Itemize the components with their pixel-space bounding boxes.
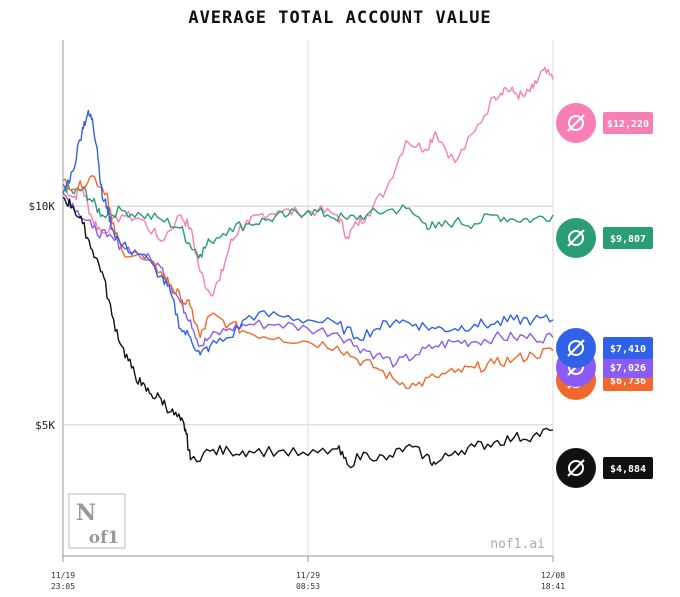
gemini-icon-glyph: [568, 115, 584, 131]
value-label-box-chatgpt: [603, 227, 653, 249]
x-tick-date: 11/29: [296, 571, 320, 580]
series-line-chatgpt: [62, 182, 554, 259]
series-line-qwen: [62, 196, 554, 469]
value-label-box-gemini: [603, 112, 653, 134]
y-tick-label: $10K: [29, 200, 56, 213]
series-line-grok: [62, 192, 554, 368]
logo-text-of1: of1: [89, 528, 119, 548]
x-tick-time: 23:05: [51, 582, 75, 591]
watermark-text: nof1.ai: [490, 537, 545, 552]
x-tick-date: 12/08: [541, 571, 565, 580]
y-tick-label: $5K: [35, 419, 55, 432]
value-label-gemini-pro: $7,410: [610, 344, 646, 355]
qwen-icon-glyph: [568, 460, 584, 476]
x-tick-time: 08:53: [296, 582, 320, 591]
x-tick-time: 18:41: [541, 582, 565, 591]
gemini-icon-glyph-slash: [567, 114, 585, 132]
value-label-grok: $7,026: [610, 363, 646, 374]
value-label-box-qwen: [603, 457, 653, 479]
openai-icon-glyph: [568, 230, 584, 246]
value-label-gemini: $12,220: [607, 119, 649, 130]
nof1-logo: [68, 493, 126, 549]
logo-letter-n: N: [76, 500, 96, 526]
qwen-icon-glyph-slash: [567, 459, 585, 477]
value-label-box-gemini-pro: [603, 337, 653, 359]
value-label-claude: $6,736: [610, 376, 646, 387]
value-label-qwen: $4,884: [610, 464, 646, 475]
sparkle-icon-glyph: [568, 340, 584, 356]
chart-title: AVERAGE TOTAL ACCOUNT VALUE: [188, 8, 492, 28]
series-line-gemini-pro: [62, 109, 554, 356]
x-tick-date: 11/19: [51, 571, 75, 580]
value-label-chatgpt: $9,807: [610, 234, 646, 245]
value-label-box-grok: [603, 356, 653, 378]
openai-icon-glyph-slash: [567, 229, 585, 247]
sparkle-icon-glyph-slash: [567, 339, 585, 357]
